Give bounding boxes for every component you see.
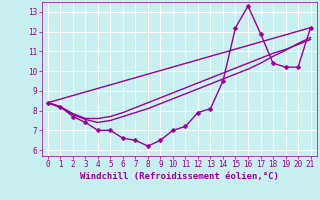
X-axis label: Windchill (Refroidissement éolien,°C): Windchill (Refroidissement éolien,°C) [80, 172, 279, 181]
